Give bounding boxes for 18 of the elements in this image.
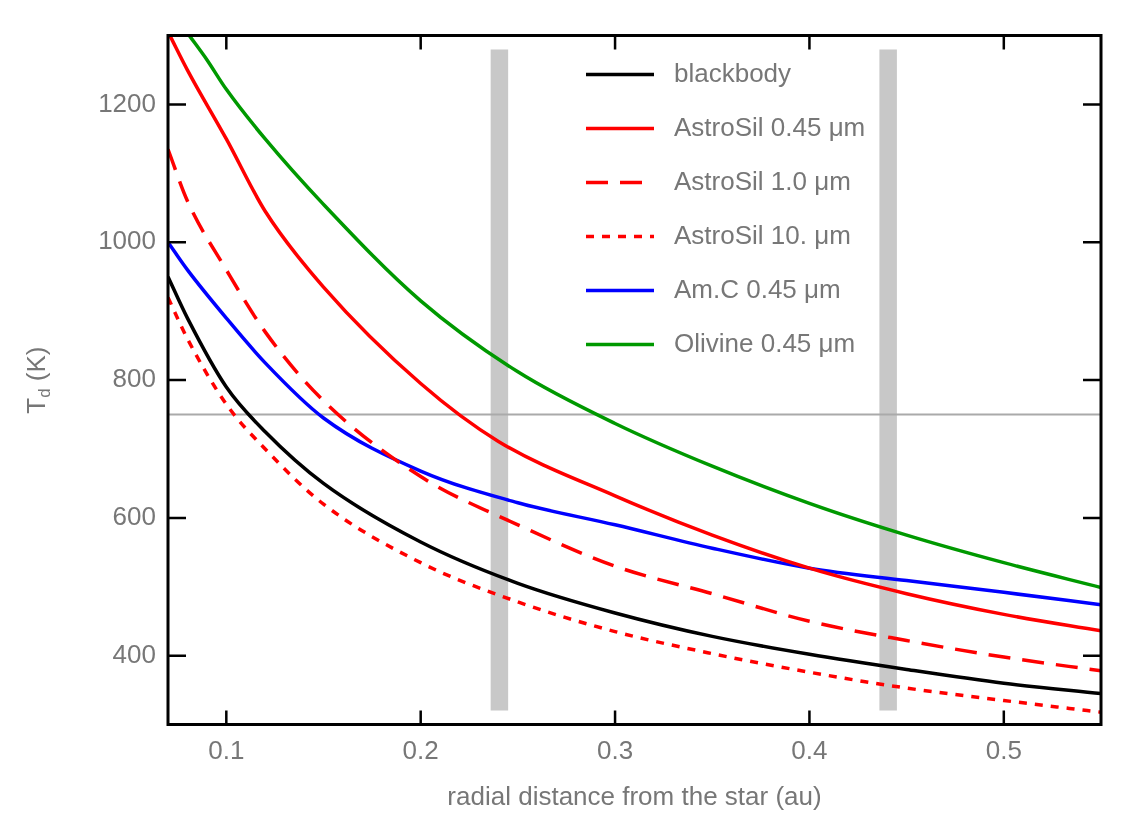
legend-label: AstroSil 0.45 μm xyxy=(674,111,866,142)
x-tick-label: 0.5 xyxy=(985,735,1022,766)
y-tick-label: 800 xyxy=(112,363,156,394)
y-tick-label: 600 xyxy=(112,501,156,532)
y-tick-label: 400 xyxy=(112,638,156,669)
y-axis-title: Td (K) xyxy=(21,346,55,414)
x-tick-label: 0.3 xyxy=(596,735,634,766)
x-tick-label: 0.4 xyxy=(791,735,828,766)
y-tick-label: 1000 xyxy=(98,225,156,256)
legend-label: Olivine 0.45 μm xyxy=(674,327,856,358)
x-axis-title: radial distance from the star (au) xyxy=(447,780,822,811)
legend-label: AstroSil 1.0 μm xyxy=(674,165,851,196)
x-tick-label: 0.2 xyxy=(402,735,439,766)
x-tick-label: 0.1 xyxy=(208,735,245,766)
legend-label: AstroSil 10. μm xyxy=(674,219,851,250)
y-tick-label: 1200 xyxy=(98,87,156,118)
legend-label: Am.C 0.45 μm xyxy=(674,273,841,304)
legend-label: blackbody xyxy=(674,57,792,88)
